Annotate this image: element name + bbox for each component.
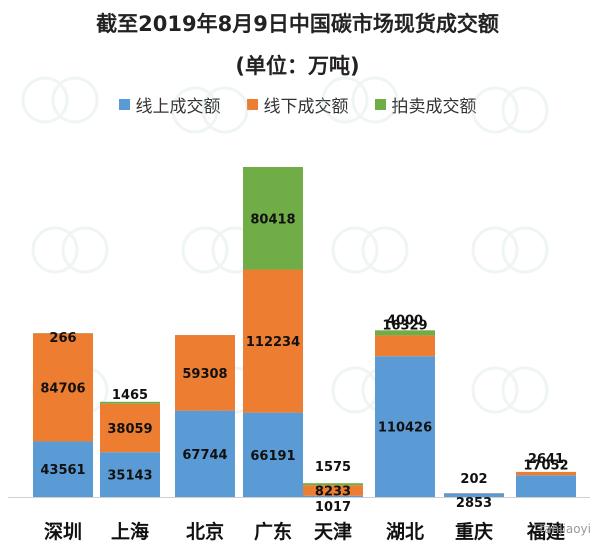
- watermark-ring: [181, 226, 229, 274]
- bar-offline: [243, 269, 303, 413]
- watermark-ring: [351, 76, 399, 124]
- legend-swatch-offline: [246, 99, 258, 110]
- bar-auction: [375, 330, 435, 336]
- data-label-online: 2853: [456, 496, 492, 511]
- bar-online: [243, 412, 303, 497]
- data-label-auction: 4000: [387, 313, 423, 328]
- legend-item-online: 线上成交额: [118, 92, 221, 117]
- data-label-offline: 16329: [382, 318, 427, 333]
- legend-label-offline: 线下成交额: [263, 97, 349, 117]
- watermark-ring: [331, 226, 379, 274]
- watermark-ring: [471, 86, 519, 134]
- data-label-online: 35143: [107, 469, 152, 484]
- data-label-offline: 38059: [107, 422, 152, 437]
- bar-online: [303, 495, 363, 497]
- legend-label-auction: 拍卖成交额: [391, 97, 477, 117]
- data-label-online: 43561: [40, 463, 85, 478]
- data-label-auction: 266: [49, 331, 76, 346]
- bar-offline: [100, 403, 160, 453]
- category-label: 福建: [526, 520, 565, 543]
- category-label: 湖北: [386, 521, 424, 543]
- bar-offline: [516, 471, 576, 476]
- bar-online: [33, 441, 93, 497]
- legend-item-auction: 拍卖成交额: [374, 92, 477, 117]
- category-label: 深圳: [44, 520, 82, 543]
- watermark-ring: [361, 226, 409, 274]
- watermark-ring: [51, 76, 99, 124]
- watermark-ring: [321, 76, 369, 124]
- watermark-ring: [31, 226, 79, 274]
- category-label: 天津: [314, 520, 352, 543]
- watermark-ring: [501, 226, 549, 274]
- data-label-auction: 1575: [315, 460, 351, 475]
- bar-online: [375, 356, 435, 497]
- bar-offline: [375, 335, 435, 357]
- watermark-text: tanjiaoyi: [539, 522, 591, 536]
- legend-swatch-online: [118, 99, 130, 110]
- data-label-online: 67744: [182, 448, 227, 463]
- category-label: 上海: [111, 520, 149, 543]
- watermark-ring: [471, 226, 519, 274]
- data-label-offline: 2641: [528, 452, 564, 467]
- data-label-offline: 84706: [40, 381, 85, 396]
- data-label-offline: 202: [460, 472, 487, 487]
- data-label-offline: 8233: [315, 484, 351, 499]
- bar-auction: [243, 167, 303, 270]
- data-label-online: 17052: [523, 458, 568, 473]
- data-label-online: 110426: [378, 421, 432, 436]
- data-label-auction: 1465: [112, 388, 148, 403]
- bar-online: [100, 452, 160, 497]
- legend-item-offline: 线下成交额: [246, 92, 349, 117]
- chart-title: 截至2019年8月9日中国碳市场现货成交额: [96, 12, 499, 36]
- bar-offline: [175, 335, 235, 411]
- data-label-online: 1017: [315, 500, 351, 515]
- data-label-auction: 80418: [250, 212, 295, 227]
- category-label: 重庆: [455, 520, 493, 543]
- chart-legend: 线上成交额 线下成交额 拍卖成交额: [0, 92, 595, 117]
- bar-offline: [33, 333, 93, 442]
- legend-swatch-auction: [374, 99, 386, 110]
- bar-online: [444, 493, 504, 497]
- legend-label-online: 线上成交额: [135, 97, 221, 117]
- watermark-ring: [21, 76, 69, 124]
- data-label-online: 66191: [250, 449, 295, 464]
- bar-online: [516, 475, 576, 497]
- watermark-ring: [501, 366, 549, 414]
- watermark-ring: [61, 226, 109, 274]
- data-label-offline: 59308: [182, 367, 227, 382]
- category-label: 北京: [186, 520, 224, 543]
- bar-auction: [303, 483, 363, 486]
- watermark-ring: [501, 86, 549, 134]
- chart-subtitle: (单位：万吨): [235, 54, 360, 78]
- watermark-ring: [201, 86, 249, 134]
- watermark-ring: [171, 86, 219, 134]
- bar-auction: [100, 401, 160, 404]
- category-label: 广东: [254, 520, 292, 543]
- data-label-offline: 112234: [246, 335, 300, 350]
- bar-offline: [303, 485, 363, 496]
- watermark-ring: [471, 366, 519, 414]
- bar-online: [175, 410, 235, 497]
